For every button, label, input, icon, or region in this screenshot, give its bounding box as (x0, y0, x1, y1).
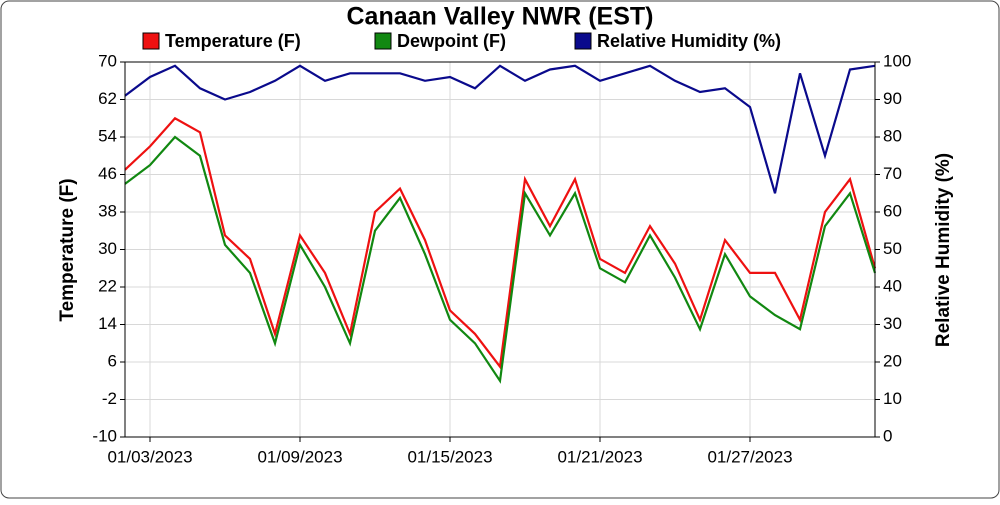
series-line (124, 135, 877, 384)
x-tick-label: 01/09/2023 (257, 447, 342, 466)
y-tick-label: 30 (98, 239, 117, 258)
legend-swatch (574, 32, 592, 50)
legend: Temperature (F) Dewpoint (F) Relative Humi… (142, 31, 781, 51)
y-tick-label: 46 (98, 164, 117, 183)
y2-tick-label: 40 (883, 276, 902, 295)
y-tick-label: 6 (108, 351, 117, 370)
x-tick-label: 01/03/2023 (107, 447, 192, 466)
y-tick-label: 22 (98, 276, 117, 295)
series-line (124, 116, 877, 370)
y-tick-label: 14 (98, 314, 117, 333)
y2-tick-label: 50 (883, 239, 902, 258)
y2-tick-label: 70 (883, 164, 902, 183)
y-tick-label: 38 (98, 201, 117, 220)
y-tick-label: 62 (98, 89, 117, 108)
y-tick-label: -10 (92, 426, 117, 445)
x-tick-label: 01/21/2023 (557, 447, 642, 466)
y2-tick-label: 0 (883, 426, 892, 445)
chart-title: Canaan Valley NWR (EST) (346, 3, 653, 31)
y2-axis-label: Relative Humidity (%) (933, 153, 954, 347)
x-tick-label: 01/27/2023 (707, 447, 792, 466)
y2-tick-label: 100 (883, 51, 911, 70)
y2-tick-label: 90 (883, 89, 902, 108)
y-tick-label: 70 (98, 51, 117, 70)
legend-swatch (142, 32, 160, 50)
legend-label: Dewpoint (F) (397, 31, 506, 51)
y2-tick-label: 30 (883, 314, 902, 333)
y2-tick-label: 10 (883, 389, 902, 408)
y-tick-label: 54 (98, 126, 117, 145)
y2-tick-label: 20 (883, 351, 902, 370)
y-axis-label: Temperature (F) (57, 178, 78, 321)
legend-label: Temperature (F) (165, 31, 301, 51)
legend-swatch (374, 32, 392, 50)
series-line (124, 64, 876, 194)
legend-label: Relative Humidity (%) (597, 31, 781, 51)
plot-border (124, 61, 876, 438)
y-tick-label: -2 (102, 389, 117, 408)
x-tick-label: 01/15/2023 (407, 447, 492, 466)
y2-tick-label: 60 (883, 201, 902, 220)
y2-tick-label: 80 (883, 126, 902, 145)
